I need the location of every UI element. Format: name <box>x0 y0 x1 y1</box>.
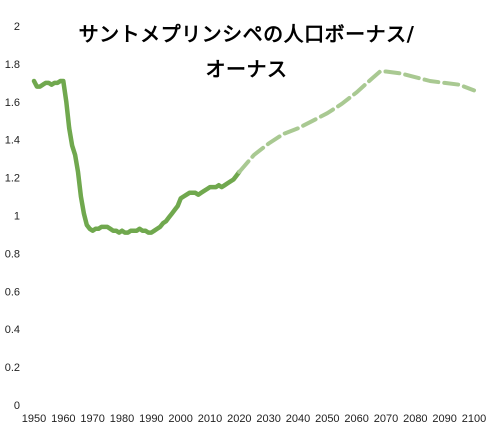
x-tick-label: 1950 <box>22 413 46 425</box>
x-tick-label: 2040 <box>286 413 310 425</box>
x-tick-label: 2000 <box>168 413 192 425</box>
chart-title-line-2: オーナス <box>205 57 288 81</box>
y-tick-label: 0.4 <box>5 324 20 336</box>
x-tick-label: 2030 <box>256 413 280 425</box>
x-tick-label: 1980 <box>110 413 134 425</box>
y-tick-label: 0.8 <box>5 248 20 260</box>
y-tick-label: 0.2 <box>5 362 20 374</box>
plot-area <box>31 69 476 235</box>
x-tick-label: 2070 <box>374 413 398 425</box>
x-tick-label: 1970 <box>80 413 104 425</box>
series-line-projected <box>237 69 476 174</box>
x-tick-label: 1990 <box>139 413 163 425</box>
x-tick-label: 2050 <box>315 413 339 425</box>
y-tick-label: 1.2 <box>5 173 20 185</box>
x-tick-label: 2010 <box>198 413 222 425</box>
y-tick-label: 0 <box>14 400 20 412</box>
y-axis: 0 0.2 0.4 0.6 0.8 1 1.2 1.4 1.6 1.8 2 <box>5 21 20 412</box>
x-tick-label: 2020 <box>227 413 251 425</box>
x-axis: 1950 1960 1970 1980 1990 2000 2010 2020 2030 2040… <box>22 413 486 425</box>
x-tick-label: 2060 <box>344 413 368 425</box>
x-tick-label: 2090 <box>432 413 456 425</box>
chart-title-line-1: サントメプリンシペの人口ボーナス/ <box>78 22 415 46</box>
y-tick-label: 1.8 <box>5 59 20 71</box>
x-tick-label: 2080 <box>403 413 427 425</box>
y-tick-label: 1.4 <box>5 135 20 147</box>
y-tick-label: 1.6 <box>5 97 20 109</box>
x-tick-label: 2100 <box>462 413 486 425</box>
y-tick-label: 0.6 <box>5 286 20 298</box>
series-line-observed <box>31 78 242 235</box>
y-tick-label: 1 <box>14 211 20 223</box>
y-tick-label: 2 <box>14 21 20 33</box>
x-tick-label: 1960 <box>51 413 75 425</box>
